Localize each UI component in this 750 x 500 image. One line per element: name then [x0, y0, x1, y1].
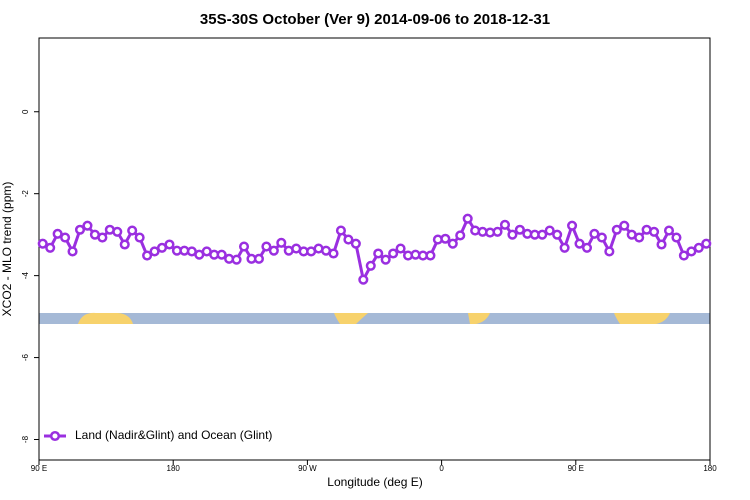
- data-point: [276, 237, 287, 248]
- data-point: [134, 232, 145, 243]
- data-point: [343, 234, 354, 245]
- data-point: [499, 219, 511, 230]
- ocean-band: [39, 313, 710, 324]
- data-point: [447, 238, 458, 249]
- x-tick-label: 180: [703, 464, 717, 473]
- x-tick-label: 180: [167, 464, 181, 473]
- data-point: [142, 250, 153, 261]
- land-ocean-strip: [39, 312, 710, 324]
- data-point: [45, 242, 56, 253]
- data-point: [537, 229, 548, 240]
- land-patch: [334, 313, 368, 324]
- plot-frame: [38, 37, 711, 461]
- data-point: [440, 233, 451, 244]
- data-point: [216, 249, 227, 260]
- data-point: [231, 254, 242, 265]
- y-tick-label: -4: [21, 272, 30, 280]
- x-tick-label: 90 E: [568, 464, 584, 473]
- y-tick-label: -8: [21, 435, 30, 443]
- chart-title: 35S-30S October (Ver 9) 2014-09-06 to 20…: [200, 11, 550, 28]
- data-point: [455, 230, 466, 241]
- data-point: [574, 238, 585, 249]
- data-point: [380, 254, 391, 265]
- data-point: [596, 232, 607, 243]
- data-point: [544, 225, 555, 236]
- data-point: [559, 242, 570, 253]
- data-point: [350, 238, 361, 249]
- data-point: [701, 238, 712, 249]
- x-tick-label: 0: [439, 464, 444, 473]
- data-point: [112, 226, 123, 237]
- data-point: [425, 250, 436, 261]
- data-point: [268, 245, 279, 256]
- data-point: [507, 229, 518, 240]
- data-point: [238, 241, 250, 252]
- data-point: [649, 226, 660, 237]
- data-point: [149, 246, 160, 257]
- y-tick-label: 0: [21, 109, 30, 114]
- data-point: [335, 225, 347, 236]
- data-point: [678, 250, 689, 261]
- data-point: [581, 242, 593, 253]
- data-point: [52, 228, 63, 239]
- data-point: [656, 239, 667, 250]
- data-point: [604, 246, 615, 257]
- land-patch: [78, 312, 133, 324]
- data-point: [164, 239, 175, 250]
- data-point: [82, 220, 93, 231]
- data-point: [358, 274, 369, 285]
- data-point: [693, 242, 704, 253]
- y-axis-label: XCO2 - MLO trend (ppm): [0, 182, 14, 317]
- data-point: [567, 220, 578, 231]
- data-point: [37, 238, 48, 249]
- data-point: [388, 248, 399, 259]
- data-point: [619, 220, 630, 231]
- data-point: [97, 232, 108, 243]
- x-axis-label: Longitude (deg E): [327, 475, 422, 489]
- data-point: [328, 248, 339, 259]
- data-point: [462, 213, 473, 224]
- data-point: [127, 225, 138, 236]
- data-point: [74, 224, 86, 235]
- data-point: [663, 225, 675, 236]
- legend-label: Land (Nadir&Glint) and Ocean (Glint): [75, 428, 272, 442]
- data-point: [67, 246, 78, 257]
- data-point: [492, 226, 503, 237]
- data-point: [365, 260, 376, 271]
- data-point: [60, 232, 71, 243]
- data-point: [589, 228, 600, 239]
- data-point: [552, 229, 563, 240]
- land-patch: [614, 313, 670, 324]
- data-point: [395, 243, 406, 254]
- data-point: [119, 239, 130, 250]
- x-tick-label: 90 W: [298, 464, 317, 473]
- y-tick-label: -2: [21, 190, 30, 198]
- data-point: [514, 224, 525, 235]
- data-point: [253, 253, 264, 264]
- data-point: [261, 241, 272, 252]
- legend-marker: [49, 430, 61, 442]
- data-point: [611, 224, 622, 235]
- data-point: [671, 232, 682, 243]
- data-point: [373, 248, 384, 259]
- land-patch: [468, 313, 490, 324]
- data-point: [686, 246, 697, 257]
- data-point: [634, 232, 645, 243]
- x-tick-label: 90 E: [31, 464, 47, 473]
- y-tick-label: -6: [21, 353, 30, 361]
